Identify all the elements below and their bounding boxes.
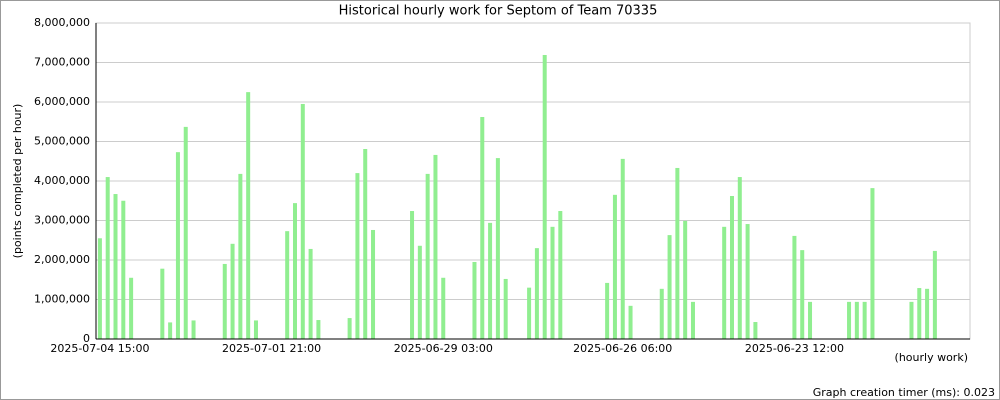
- bar: [932, 250, 937, 339]
- bar: [191, 320, 196, 339]
- bar: [238, 173, 243, 339]
- bar: [808, 301, 813, 339]
- x-tick-label: 2025-06-26 06:00: [573, 342, 672, 355]
- bar: [285, 231, 290, 339]
- bar: [129, 277, 134, 339]
- y-tick-label: 0: [83, 332, 90, 345]
- bar: [441, 277, 446, 339]
- bar: [870, 188, 875, 339]
- y-tick-label: 8,000,000: [34, 16, 90, 29]
- bar: [737, 177, 742, 339]
- x-axis-label: (hourly work): [895, 351, 968, 364]
- bar: [628, 305, 633, 339]
- bar: [371, 229, 376, 339]
- x-tick-label: 2025-07-04 15:00: [50, 342, 149, 355]
- bar: [222, 263, 227, 339]
- bar: [121, 200, 126, 339]
- bar: [160, 268, 165, 339]
- bar: [854, 301, 859, 339]
- bar: [800, 250, 805, 339]
- bar: [550, 226, 555, 339]
- bar: [246, 92, 251, 339]
- y-tick-label: 4,000,000: [34, 174, 90, 187]
- bar: [183, 126, 188, 339]
- bar: [534, 248, 539, 339]
- bar: [792, 235, 797, 339]
- x-tick-label: 2025-06-23 12:00: [745, 342, 844, 355]
- y-tick-label: 2,000,000: [34, 253, 90, 266]
- bar: [690, 301, 695, 339]
- bar: [659, 288, 664, 339]
- bar: [909, 301, 914, 339]
- bar: [729, 196, 734, 339]
- bar: [753, 322, 758, 339]
- y-tick-label: 3,000,000: [34, 214, 90, 227]
- bar: [168, 322, 173, 339]
- bar: [503, 278, 508, 339]
- bar: [300, 103, 305, 339]
- bar: [347, 318, 352, 339]
- x-tick-label: 2025-07-01 21:00: [222, 342, 321, 355]
- bar: [862, 301, 867, 339]
- bar: [417, 245, 422, 339]
- bar: [480, 117, 485, 339]
- bar: [683, 220, 688, 339]
- bar: [175, 152, 180, 339]
- bar: [253, 320, 258, 339]
- bar: [425, 173, 430, 339]
- bar: [363, 149, 368, 339]
- y-tick-label: 7,000,000: [34, 56, 90, 69]
- chart-title: Historical hourly work for Septom of Tea…: [339, 4, 658, 19]
- bar: [410, 211, 415, 339]
- bar: [308, 248, 313, 339]
- bar: [722, 226, 727, 339]
- bar: [745, 224, 750, 339]
- bar: [113, 194, 118, 339]
- bar: [667, 235, 672, 339]
- bar: [847, 301, 852, 339]
- bar: [292, 203, 297, 339]
- bar: [230, 243, 235, 339]
- footer: Graph creation timer (ms): 0.023: [813, 386, 995, 399]
- bar: [355, 173, 360, 339]
- x-tick-label: 2025-06-29 03:00: [394, 342, 493, 355]
- bar: [917, 288, 922, 339]
- bar: [612, 194, 617, 339]
- y-tick-label: 5,000,000: [34, 135, 90, 148]
- y-tick-label: 6,000,000: [34, 95, 90, 108]
- bar: [97, 238, 102, 339]
- bar: [488, 222, 493, 339]
- bar: [620, 158, 625, 339]
- bar: [558, 211, 563, 339]
- bar: [925, 288, 930, 339]
- bar: [472, 261, 477, 339]
- bar: [675, 167, 680, 339]
- bar: [605, 282, 610, 339]
- bar: [316, 320, 321, 339]
- bar: [105, 177, 110, 339]
- y-tick-label: 1,000,000: [34, 293, 90, 306]
- bar: [527, 287, 532, 339]
- bar: [542, 54, 547, 340]
- bar: [433, 154, 438, 339]
- bar: [495, 158, 500, 339]
- y-axis-label: (points completed per hour): [11, 104, 24, 259]
